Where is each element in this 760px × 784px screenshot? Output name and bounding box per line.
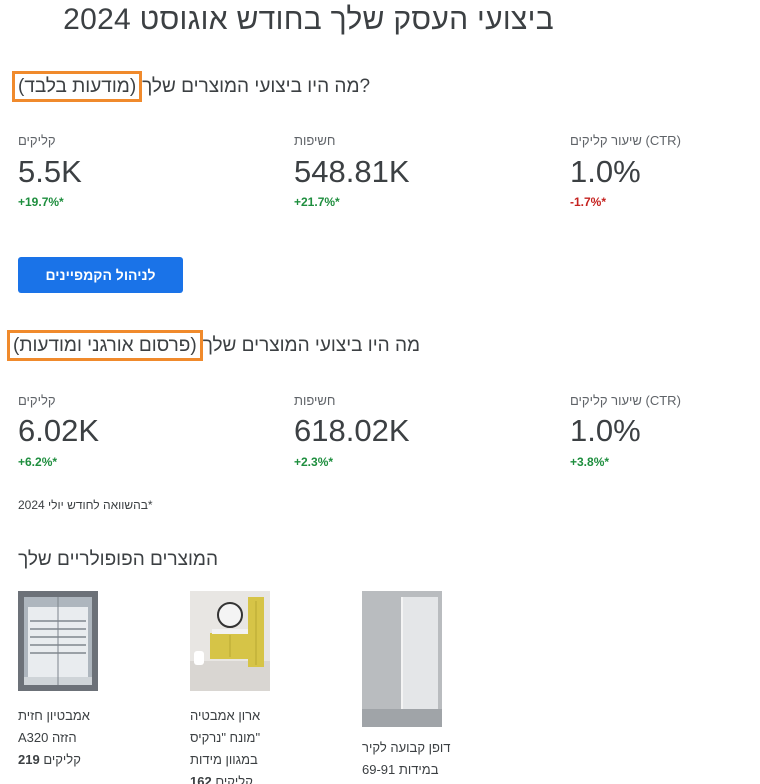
product-card[interactable]: דופן קבועה לקיר במידות 69-91 xyxy=(362,591,472,781)
metric-delta-impressions: +2.3%* xyxy=(294,455,334,469)
metric-value-impressions: 618.02K xyxy=(294,413,410,448)
metric-value-clicks: 6.02K xyxy=(18,413,100,448)
metric-value-impressions: 548.81K xyxy=(294,154,410,189)
clicks-label: קליקים xyxy=(215,774,253,784)
product-name[interactable]: דופן קבועה לקיר במידות 69-91 xyxy=(362,737,472,781)
heading-highlight: (מודעות בלבד) xyxy=(12,71,143,102)
comparison-footnote: בהשוואה לחודש יולי 2024* xyxy=(18,498,153,512)
metric-label-ctr: שיעור קליקים (CTR) xyxy=(570,133,681,148)
product-card[interactable]: ארון אמבטיה מונח "נרקיס" במגוון מידות קל… xyxy=(190,591,300,784)
heading-suffix: ? xyxy=(359,76,371,97)
manage-campaigns-button[interactable]: לניהול הקמפיינים xyxy=(18,257,183,293)
product-name-line: במידות 69-91 xyxy=(362,762,439,777)
metric-label-ctr: שיעור קליקים (CTR) xyxy=(570,393,681,408)
page-title: ביצועי העסק שלך בחודש אוגוסט 2024 xyxy=(63,3,554,36)
metric-label-impressions: חשיפות xyxy=(294,393,336,408)
metric-delta-ctr: -1.7%* xyxy=(570,195,607,209)
clicks-label: קליקים xyxy=(43,752,81,767)
product-card[interactable]: אמבטיון חזית A3הזזה 20 קליקים 219 xyxy=(18,591,128,771)
product-name-line: A3הזזה 20 xyxy=(18,730,77,745)
product-name-line: במגוון מידות xyxy=(190,752,258,767)
metric-label-clicks: קליקים xyxy=(18,393,56,408)
shower-enclosure-image[interactable] xyxy=(18,591,98,691)
metric-label-clicks: קליקים xyxy=(18,133,56,148)
metric-delta-impressions: +21.7%* xyxy=(294,195,340,209)
metric-delta-clicks: +19.7%* xyxy=(18,195,64,209)
popular-products-title: המוצרים הפופולריים שלך xyxy=(18,549,218,570)
metric-label-impressions: חשיפות xyxy=(294,133,336,148)
clicks-value: 162 xyxy=(190,774,212,784)
metric-value-ctr: 1.0% xyxy=(570,413,641,448)
clicks-value: 219 xyxy=(18,752,40,767)
metric-delta-clicks: +6.2%* xyxy=(18,455,58,469)
product-name-line: מונח "נרקיס" xyxy=(190,730,261,745)
heading-prefix: מה היו ביצועי המוצרים שלך xyxy=(202,335,421,356)
product-name[interactable]: ארון אמבטיה מונח "נרקיס" במגוון מידות xyxy=(190,705,300,771)
metric-value-clicks: 5.5K xyxy=(18,154,82,189)
section-heading-ads: (מודעות בלבד) מה היו ביצועי המוצרים שלך? xyxy=(12,71,371,102)
product-name[interactable]: אמבטיון חזית A3הזזה 20 xyxy=(18,705,128,749)
product-clicks: קליקים 219 xyxy=(18,749,128,771)
product-name-line: אמבטיון חזית xyxy=(18,708,90,723)
section-heading-all: (פרסום אורגני ומודעות) מה היו ביצועי המוצ… xyxy=(7,330,421,361)
wall-panel-image[interactable] xyxy=(362,591,442,727)
metric-delta-ctr: +3.8%* xyxy=(570,455,610,469)
heading-prefix: מה היו ביצועי המוצרים שלך xyxy=(142,76,360,97)
product-clicks: קליקים 162 xyxy=(190,771,300,784)
bathroom-cabinet-image[interactable] xyxy=(190,591,270,691)
heading-highlight: (פרסום אורגני ומודעות) xyxy=(7,330,203,361)
metric-value-ctr: 1.0% xyxy=(570,154,641,189)
product-name-line: דופן קבועה לקיר xyxy=(362,740,451,755)
product-name-line: ארון אמבטיה xyxy=(190,708,261,723)
